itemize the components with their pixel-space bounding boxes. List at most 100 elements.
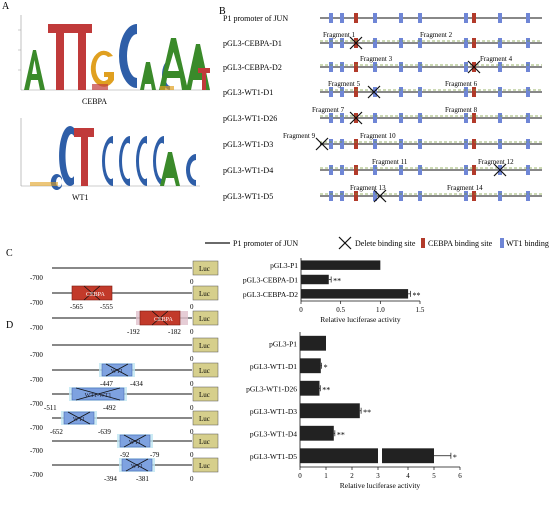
legend-line-label: P1 promoter of JUN [233,239,298,248]
fragment-label: Fragment 14 [447,184,483,192]
bar [301,260,381,270]
construct-name: pGL3-WT1-D5 [223,192,273,201]
wt1-site-mark [498,62,502,72]
cebpa-site-mark [354,62,358,72]
site-left-label: -447 [100,380,113,388]
wt1-site-mark [373,165,377,175]
delete-cross-icon [349,111,363,125]
delete-cross-icon [123,434,147,448]
x-tick-label: 3 [376,472,380,480]
panel-label-d: D [6,320,13,331]
category-label: pGL3-CEBPA-D2 [243,290,298,299]
wt1-site-mark [498,191,502,201]
x-axis-label: Relative luciferase activity [340,481,421,490]
significance-label: * [453,453,457,462]
luc-label: Luc [199,315,210,323]
panel-label-a: A [2,1,10,12]
wt1-box-label: WT1 [131,464,143,470]
cross-icon [338,236,352,250]
cebpa-site-mark [472,165,476,175]
luc-box [192,285,219,301]
site-right-label: -555 [100,303,113,311]
luc-label: Luc [199,438,210,446]
fragment-label: Fragment 13 [350,184,386,192]
construct-row: Luc -700 0 WT1 -652 -639 [30,410,219,436]
luc-label: Luc [199,342,210,350]
wt1-site-mark [526,191,530,201]
wt1-site-mark [418,191,422,201]
construct-row: Luc -700 0 WT1-WT1 -511 -492 [30,386,219,412]
start-label: -700 [30,299,43,307]
construct-name: pGL3-WT1-D3 [223,140,273,149]
wt1-site-mark [373,113,377,123]
wt1-site-mark [464,87,468,97]
fragment-label: Fragment 4 [480,55,513,63]
site-right-label: -182 [168,328,181,336]
category-label: pGL3-CEBPA-D1 [243,276,298,285]
wt1-site-mark [340,113,344,123]
fragment-label: Fragment 1 [323,31,356,39]
start-label: -700 [30,351,43,359]
construct-row: pGL3-CEBPA-D1 Fragment 1 Fragment 2 [223,31,542,50]
delete-cross-icon [467,60,481,74]
luc-label: Luc [199,290,210,298]
wt1-site-mark [526,113,530,123]
significance-label: ** [363,408,371,417]
wt1-site-mark [329,191,333,201]
wt1-site-mark [526,139,530,149]
wt1-site-mark [373,62,377,72]
wt1-site-mark [373,38,377,48]
x-tick-label: 2 [350,472,354,480]
panel-d-diagrams: Luc -700 0 Luc -700 0 WT1 -447 -434 Luc -700 0 WT1-W… [30,337,219,483]
panel-b-constructs: P1 promoter of JUN pGL3-CEBPA-D1 Fragment … [223,13,542,203]
bar [382,448,434,464]
delete-cross-icon [373,189,387,203]
x-tick-label: 0 [298,472,302,480]
construct-row: P1 promoter of JUN [223,13,542,23]
bar [300,358,321,374]
wt1-box-label: WT1-WT1 [85,393,112,399]
cebpa-motif-letters [24,24,210,90]
x-axis-label: Relative luciferase activity [320,315,401,324]
luc-box [192,362,219,378]
wt1-site-icon [500,238,504,248]
wt1-site-mark [498,113,502,123]
construct-name: P1 promoter of JUN [223,14,288,23]
bar [300,425,334,441]
wt1-logo: WT1 [20,118,200,202]
wt1-site-mark [464,38,468,48]
wt1-site-mark [340,13,344,23]
wt1-site-mark [418,165,422,175]
zero-label: 0 [190,355,194,363]
construct-row: Luc -700 0 [30,337,219,363]
wt1-site-mark [399,165,403,175]
construct-row: pGL3-WT1-D1 Fragment 5 Fragment 6 [223,80,542,99]
cebpa-site-mark [472,113,476,123]
wt1-site-mark [464,62,468,72]
delete-cross-icon [315,137,329,151]
construct-row: Luc -700 0 WT1 -394 -381 [30,457,219,483]
significance-label: ** [337,430,345,439]
luc-box [192,433,219,449]
x-tick-label: 4 [406,472,410,480]
category-label: pGL3-P1 [270,261,298,270]
chart-d: 0 1 2 3 4 5 6 Relative luciferase activity pGL3-… [246,332,462,490]
wt1-site-mark [498,38,502,48]
legend-wt1-label: WT1 binding site [506,239,550,248]
wt1-site-mark [418,62,422,72]
panel-c-diagrams: Luc -700 0 CEBPA Luc -700 -565 -555 0 CE… [30,260,219,336]
cebpa-site-mark [472,87,476,97]
significance-label: ** [333,277,341,286]
construct-name: pGL3-WT1-D26 [223,114,277,123]
cebpa-site-mark [354,165,358,175]
fragment-label: Fragment 9 [283,132,316,140]
start-label: -700 [30,376,43,384]
x-tick-label: 1.0 [376,306,385,314]
start-label: -700 [30,324,43,332]
site-left-label: -394 [104,475,117,483]
fragment-label: Fragment 11 [372,158,408,166]
wt1-site-mark [373,13,377,23]
panel-label-b: B [219,6,226,17]
bar [301,274,329,285]
